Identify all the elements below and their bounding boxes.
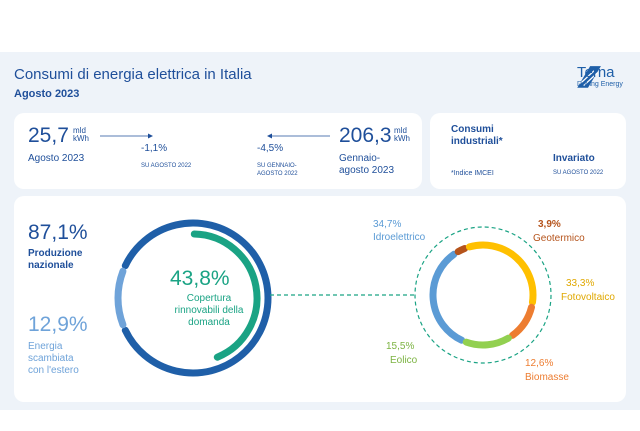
ytd-value: 206,3 xyxy=(339,124,392,147)
ytd-change-ref-line1: SU GENNAIO- xyxy=(257,163,297,169)
renewable-pct: 43,8% xyxy=(170,267,230,290)
monthly-label: Agosto 2023 xyxy=(28,153,85,164)
logo-tagline: Driving Energy xyxy=(577,81,623,88)
renewable-label-line2: rinnovabili della xyxy=(174,305,244,316)
page-title: Consumi di energia elettrica in Italia xyxy=(14,66,252,83)
geo-pct-label: 3,9% xyxy=(538,219,561,230)
exchange-pct: 12,9% xyxy=(28,313,88,336)
monthly-change-ref: SU AGOSTO 2022 xyxy=(141,163,192,169)
slice-geotermico xyxy=(454,244,469,256)
industrial-ref: SU AGOSTO 2022 xyxy=(553,170,604,176)
pv-name-label: Fotovoltaico xyxy=(561,292,615,303)
ytd-change: -4,5% xyxy=(257,143,284,154)
slice-biomasse xyxy=(509,303,535,339)
production-pct: 87,1% xyxy=(28,221,88,244)
geo-name-label: Geotermico xyxy=(533,233,585,244)
slice-eolico xyxy=(462,334,512,349)
renewable-arc xyxy=(190,230,261,361)
renewables-outline xyxy=(414,226,552,364)
production-label-line1: Produzione xyxy=(28,248,83,259)
industrial-status: Invariato xyxy=(553,153,595,164)
production-arc xyxy=(121,219,272,377)
production-label-line2: nazionale xyxy=(28,260,74,271)
ytd-unit-top: mld xyxy=(394,126,407,135)
eolico-name-label: Eolico xyxy=(390,355,418,366)
exchange-label-line1: Energia xyxy=(28,341,63,352)
slice-idroelettrico xyxy=(429,250,466,344)
ytd-unit-bottom: kWh xyxy=(394,134,410,143)
logo-name: Terna xyxy=(577,64,615,81)
consumption-summary-card xyxy=(14,113,422,189)
industrial-title-line2: industriali* xyxy=(451,136,503,147)
renewable-label-line3: domanda xyxy=(188,317,230,328)
industrial-title-line1: Consumi xyxy=(451,124,494,135)
ytd-label-line1: Gennaio- xyxy=(339,153,381,164)
exchange-label-line2: scambiata xyxy=(28,353,74,364)
monthly-unit-top: mld xyxy=(73,126,86,135)
exchange-label-line3: con l'estero xyxy=(28,365,79,376)
idro-name-label: Idroelettrico xyxy=(373,232,426,243)
industrial-note: *Indice IMCEI xyxy=(451,170,494,177)
exchange-arc xyxy=(114,267,127,329)
monthly-change: -1,1% xyxy=(141,143,168,154)
slice-fotovoltaico xyxy=(465,241,537,306)
period-label: Agosto 2023 xyxy=(14,88,80,100)
bio-name-label: Biomasse xyxy=(525,372,569,383)
monthly-value: 25,7 xyxy=(28,124,69,147)
renewable-label-line1: Copertura xyxy=(186,293,232,304)
industrial-card xyxy=(430,113,626,189)
pv-pct-label: 33,3% xyxy=(566,278,595,289)
monthly-unit-bottom: kWh xyxy=(73,134,89,143)
bio-pct-label: 12,6% xyxy=(525,358,554,369)
idro-pct-label: 34,7% xyxy=(373,219,402,230)
ytd-label-line2: agosto 2023 xyxy=(339,165,395,176)
terna-logo-icon xyxy=(577,66,601,88)
ytd-change-ref-line2: AGOSTO 2022 xyxy=(257,171,298,177)
eolico-pct-label: 15,5% xyxy=(386,341,415,352)
